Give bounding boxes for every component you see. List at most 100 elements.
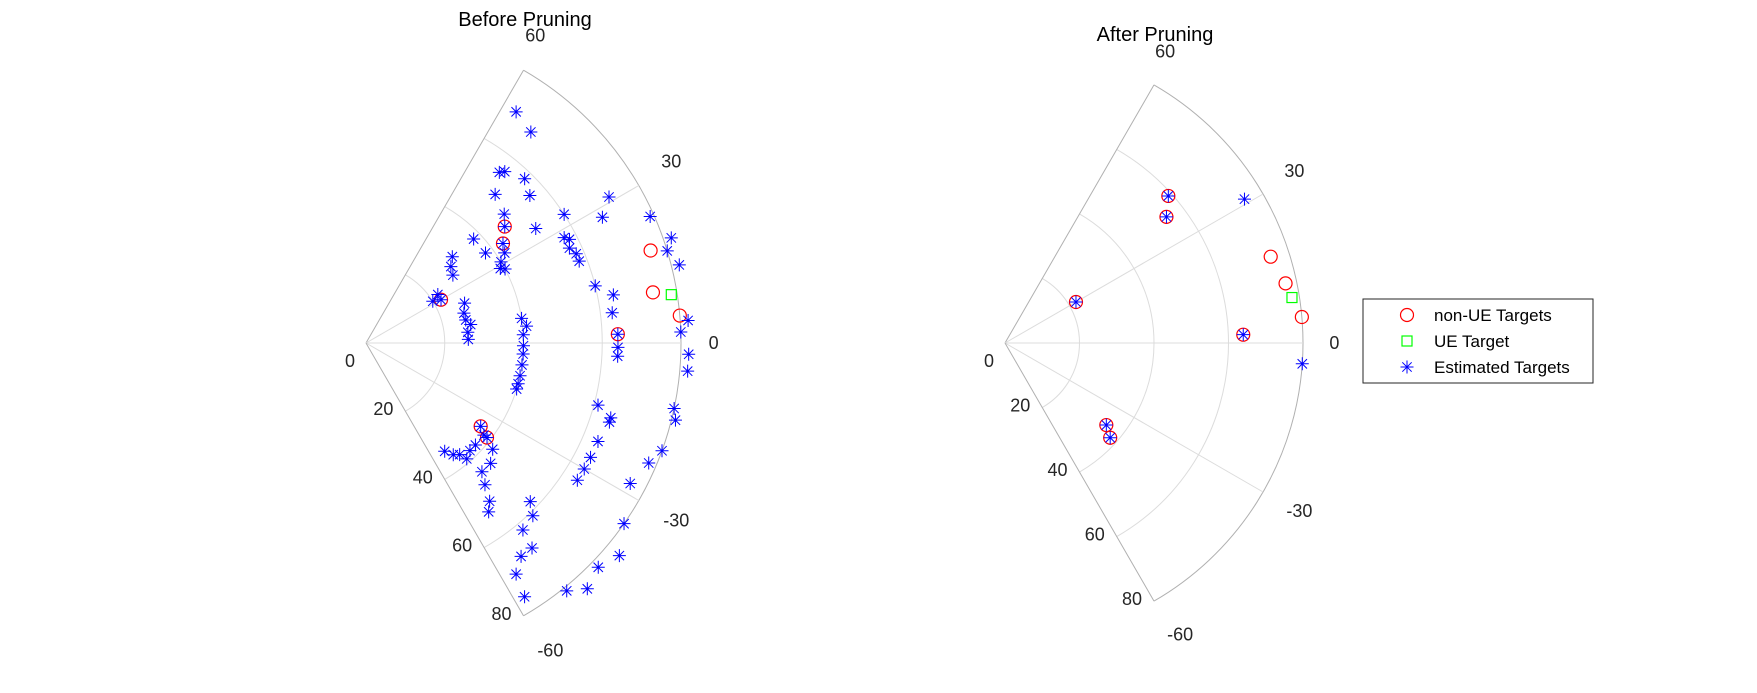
data-point	[516, 328, 530, 342]
data-point	[1237, 192, 1251, 206]
data-point	[643, 209, 657, 223]
data-point	[523, 188, 537, 202]
data-point	[526, 509, 540, 523]
data-point	[486, 442, 500, 456]
data-point	[426, 294, 440, 308]
data-point	[591, 398, 605, 412]
data-point	[623, 476, 637, 490]
series-estimated-targets	[426, 105, 696, 604]
polar-edge-spoke	[365, 69, 524, 344]
data-point	[509, 105, 523, 119]
data-point	[520, 319, 534, 333]
data-point	[492, 165, 506, 179]
r-tick-label: 60	[1085, 525, 1105, 545]
r-tick-label: 40	[413, 467, 433, 487]
theta-tick-label: -60	[1167, 624, 1193, 644]
data-point	[482, 505, 496, 519]
data-point	[681, 313, 695, 327]
data-point	[1278, 276, 1293, 291]
data-point	[557, 231, 571, 245]
theta-tick-label: 0	[1329, 333, 1339, 353]
data-point	[511, 377, 525, 391]
data-point	[529, 222, 543, 236]
data-point	[498, 220, 512, 234]
data-point	[498, 246, 512, 260]
data-point	[588, 279, 602, 293]
r-tick-label: 40	[1047, 460, 1067, 480]
data-point	[467, 232, 481, 246]
data-point	[515, 311, 529, 325]
data-point	[445, 250, 459, 264]
data-point	[461, 332, 475, 346]
data-point	[611, 327, 625, 341]
polar-grid: 60 30 0 -30 -60 0 20 40 60 80	[345, 26, 719, 661]
theta-tick-label: -30	[1286, 501, 1312, 521]
data-point	[431, 288, 445, 302]
polar-outer-arc	[1153, 84, 1304, 602]
data-point	[602, 190, 616, 204]
data-point	[480, 431, 494, 445]
legend: non-UE Targets UE Target Estimated Targe…	[1362, 298, 1594, 384]
data-point	[612, 549, 626, 563]
polar-plot-before-pruning: Before Pruning 60 30 0 -30 -60 0 20 40 60 80	[345, 9, 719, 660]
data-point	[488, 187, 502, 201]
data-point	[642, 456, 656, 470]
data-point	[1161, 189, 1175, 203]
data-point	[516, 347, 530, 361]
data-point	[1236, 328, 1250, 342]
data-point	[672, 308, 687, 323]
data-point	[458, 296, 472, 310]
data-point	[496, 236, 510, 250]
data-point	[1263, 249, 1278, 264]
theta-tick-label: 60	[1155, 42, 1175, 62]
data-point	[562, 241, 576, 255]
polar-grid-spoke	[365, 342, 640, 501]
data-point	[1099, 418, 1113, 432]
data-point	[484, 456, 498, 470]
data-point	[478, 478, 492, 492]
data-point	[463, 444, 477, 458]
data-point	[461, 325, 475, 339]
data-point	[611, 349, 625, 363]
data-point	[617, 517, 631, 531]
data-point	[509, 567, 523, 581]
r-tick-label: 0	[984, 351, 994, 371]
legend-label: Estimated Targets	[1434, 358, 1570, 377]
data-point	[682, 347, 696, 361]
data-point	[667, 401, 681, 415]
r-tick-label: 80	[1122, 589, 1142, 609]
data-point	[474, 419, 488, 433]
data-point	[665, 289, 677, 301]
legend-item-estimated-targets: Estimated Targets	[1400, 358, 1570, 377]
data-point	[518, 590, 532, 604]
data-point	[606, 288, 620, 302]
data-point	[562, 232, 576, 246]
data-point	[457, 306, 471, 320]
r-tick-label: 60	[452, 536, 472, 556]
data-point	[518, 172, 532, 186]
data-point	[525, 541, 539, 555]
legend-item-ue-target: UE Target	[1401, 332, 1510, 351]
data-point	[595, 210, 609, 224]
data-point	[580, 582, 594, 596]
data-point	[460, 452, 474, 466]
data-point	[446, 448, 460, 462]
legend-label: UE Target	[1434, 332, 1510, 351]
data-point	[604, 411, 618, 425]
polar-edge-spoke	[1004, 84, 1155, 344]
data-point	[572, 254, 586, 268]
data-point	[459, 313, 473, 327]
data-point	[514, 549, 528, 563]
data-point	[584, 450, 598, 464]
r-tick-label: 20	[373, 399, 393, 419]
data-point	[475, 465, 489, 479]
data-point	[498, 165, 512, 179]
legend-label: non-UE Targets	[1434, 306, 1552, 325]
legend-marker	[1399, 307, 1415, 323]
polar-grid: 60 30 0 -30 -60 0 20 40 60 80	[984, 42, 1339, 645]
r-tick-label: 80	[491, 604, 511, 624]
data-point	[513, 369, 527, 383]
polar-grid-spoke	[1004, 193, 1264, 344]
data-point	[434, 293, 448, 307]
theta-tick-label: 60	[525, 26, 545, 46]
